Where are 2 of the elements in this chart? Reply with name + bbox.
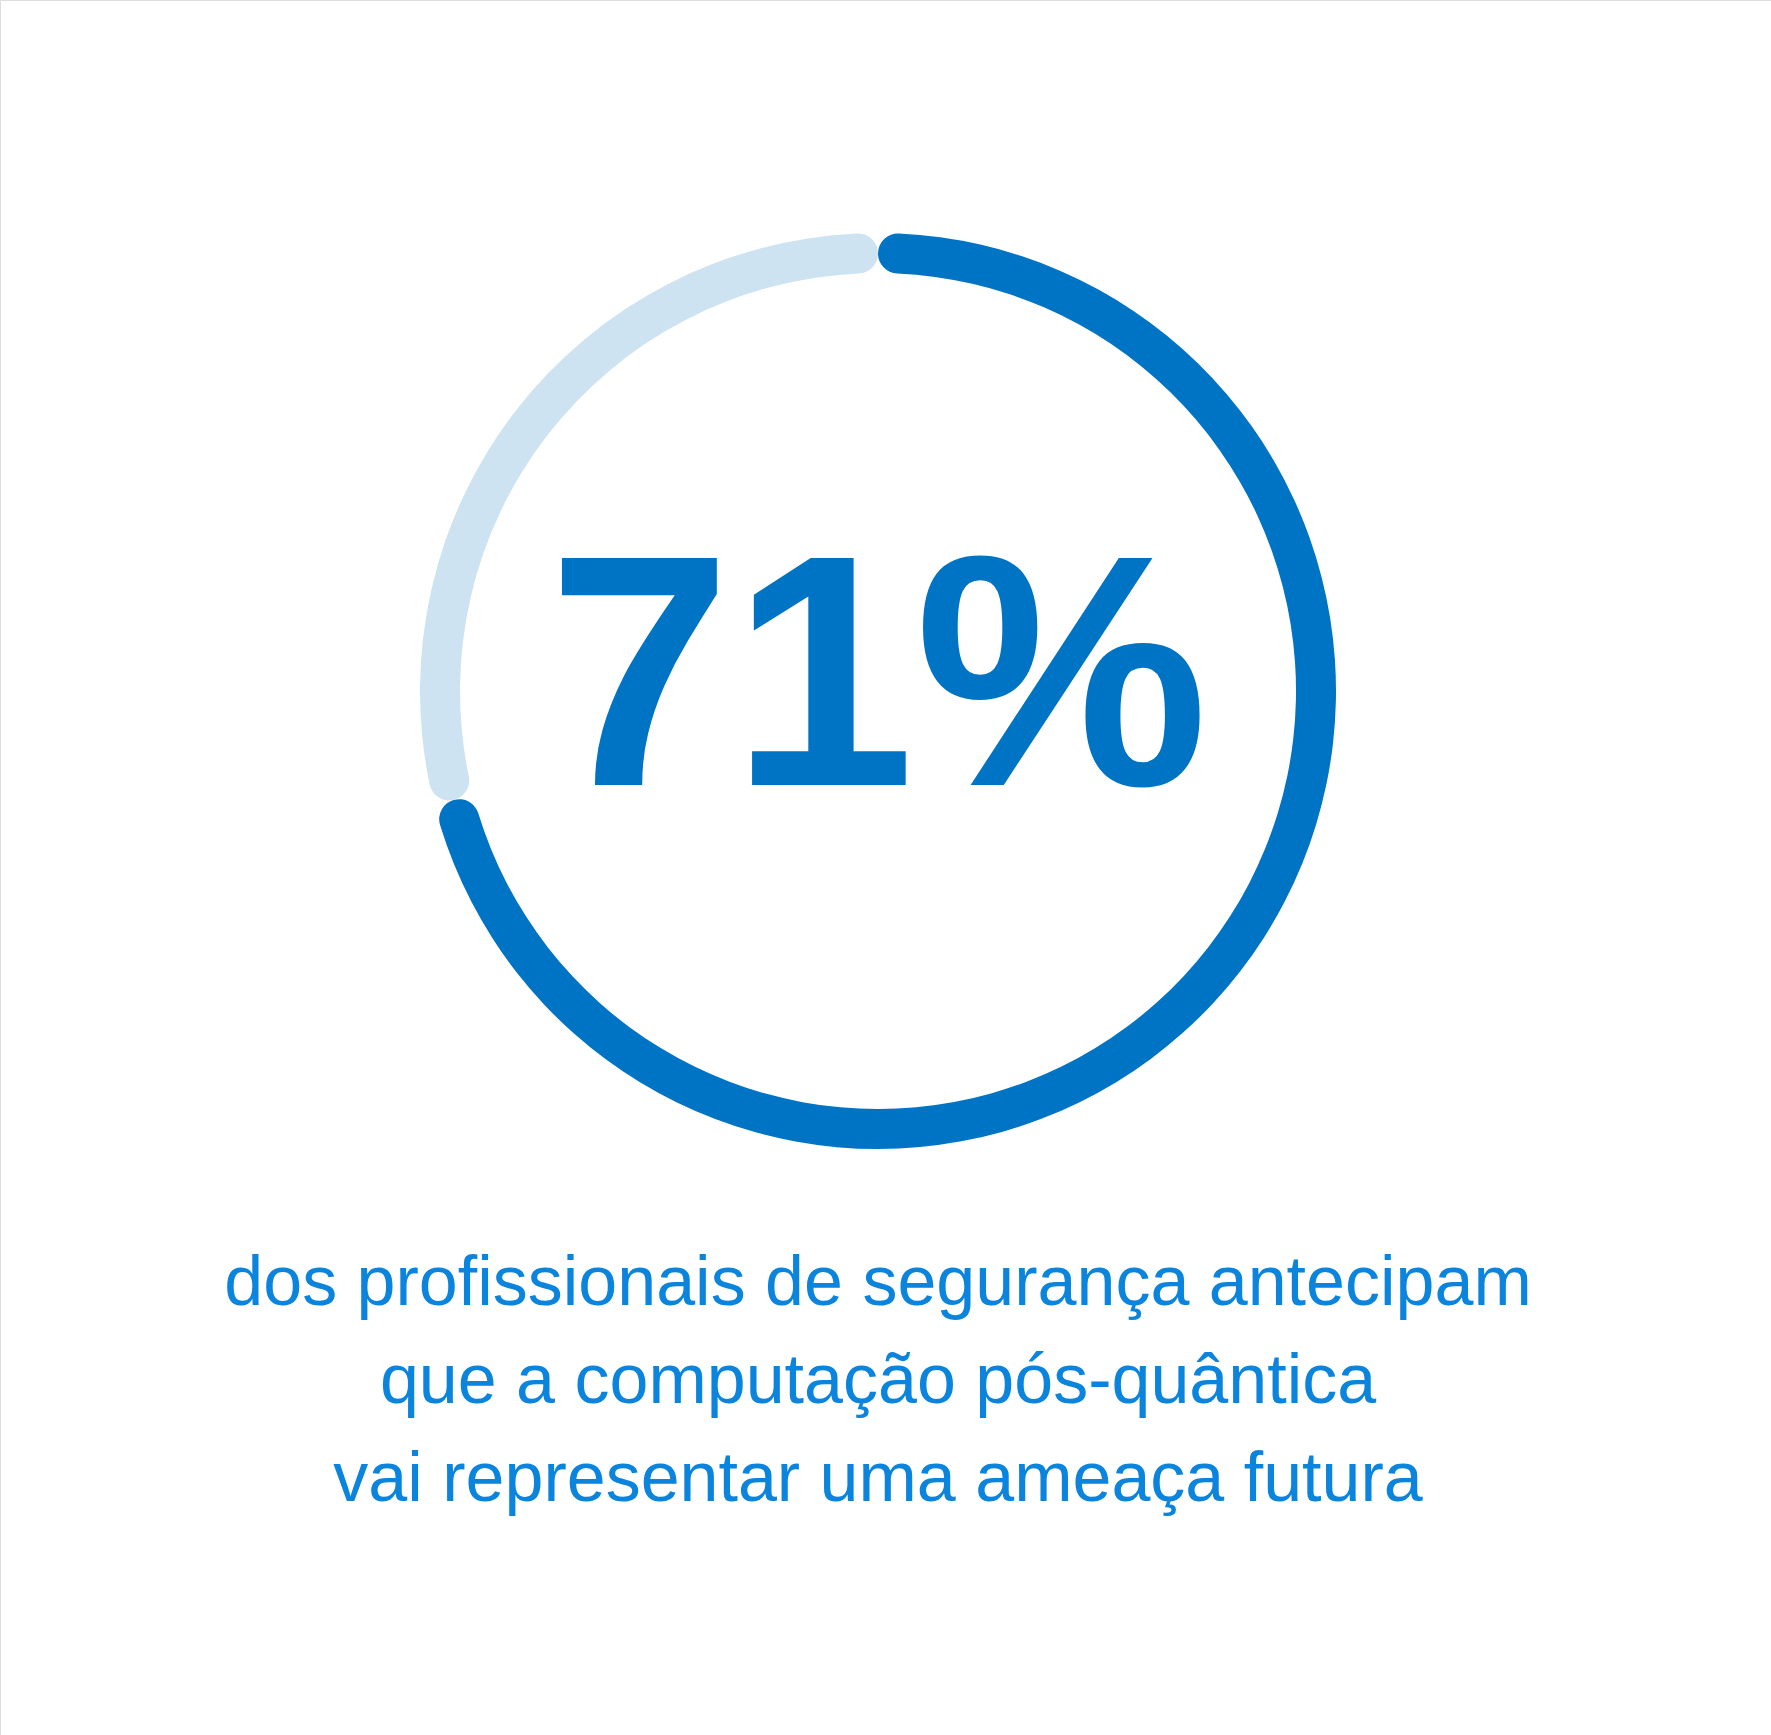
text: dos profissionais de segurança antecipam que a computação pós-quântica vai representar uma ameaça futura [224,1242,1532,1516]
data-label: 71% [547,486,1209,855]
